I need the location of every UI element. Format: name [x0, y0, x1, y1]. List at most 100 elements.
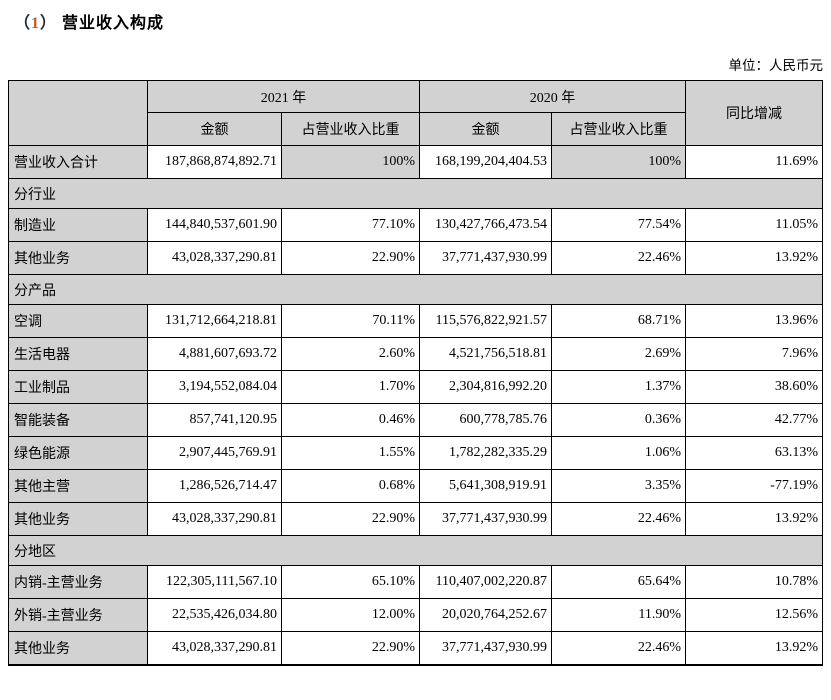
table-row: 工业制品 3,194,552,084.04 1.70% 2,304,816,992.2…: [8, 370, 823, 404]
header-row-metrics: 金额 占营业收入比重 金额 占营业收入比重: [9, 112, 823, 146]
amount-2020: 115,576,822,921.57: [419, 304, 552, 338]
table-row: 智能装备 857,741,120.95 0.46% 600,778,785.76 0.3…: [8, 403, 823, 437]
title-text: 营业收入构成: [62, 15, 165, 32]
amount-2020: 600,778,785.76: [419, 403, 552, 437]
amount-2021: 43,028,337,290.81: [147, 631, 282, 665]
share-2021: 70.11%: [281, 304, 420, 338]
table-row: 其他主营 1,286,526,714.47 0.68% 5,641,308,919.9…: [8, 469, 823, 503]
amount-2021: 43,028,337,290.81: [147, 502, 282, 536]
amount-2020: 5,641,308,919.91: [419, 469, 552, 503]
header-amount-2021: 金额: [147, 112, 282, 146]
row-label: 其他主营: [8, 469, 148, 503]
yoy-change: 13.92%: [685, 631, 823, 665]
table-row: 空调 131,712,664,218.81 70.11% 115,576,822,92…: [8, 304, 823, 338]
share-2020: 22.46%: [551, 241, 686, 275]
yoy-change: 38.60%: [685, 370, 823, 404]
yoy-change: 63.13%: [685, 436, 823, 470]
section-label: 分产品: [8, 274, 823, 305]
share-2021: 100%: [281, 145, 420, 179]
section-row: 分地区: [8, 535, 823, 566]
amount-2021: 144,840,537,601.90: [147, 208, 282, 242]
table-row: 其他业务 43,028,337,290.81 22.90% 37,771,437,93…: [8, 502, 823, 536]
amount-2021: 3,194,552,084.04: [147, 370, 282, 404]
row-label: 制造业: [8, 208, 148, 242]
share-2021: 1.70%: [281, 370, 420, 404]
share-2020: 22.46%: [551, 631, 686, 665]
share-2020: 68.71%: [551, 304, 686, 338]
table-row: 其他业务 43,028,337,290.81 22.90% 37,771,437,93…: [8, 631, 823, 665]
amount-2020: 2,304,816,992.20: [419, 370, 552, 404]
amount-2020: 110,407,002,220.87: [419, 565, 552, 599]
table-row: 外销-主营业务 22,535,426,034.80 12.00% 20,020,764…: [8, 598, 823, 632]
share-2021: 2.60%: [281, 337, 420, 371]
amount-2021: 2,907,445,769.91: [147, 436, 282, 470]
amount-2020: 20,020,764,252.67: [419, 598, 552, 632]
section-label: 分地区: [8, 535, 823, 566]
share-2021: 77.10%: [281, 208, 420, 242]
amount-2021: 131,712,664,218.81: [147, 304, 282, 338]
amount-2021: 43,028,337,290.81: [147, 241, 282, 275]
yoy-change: -77.19%: [685, 469, 823, 503]
row-label: 绿色能源: [8, 436, 148, 470]
table-row: 生活电器 4,881,607,693.72 2.60% 4,521,756,518.8…: [8, 337, 823, 371]
row-label: 工业制品: [8, 370, 148, 404]
yoy-change: 13.96%: [685, 304, 823, 338]
unit-label: 单位：人民币元: [728, 58, 824, 73]
yoy-change: 11.05%: [685, 208, 823, 242]
share-2020: 11.90%: [551, 598, 686, 632]
row-label: 智能装备: [8, 403, 148, 437]
table-row: 内销-主营业务 122,305,111,567.10 65.10% 110,407,0…: [8, 565, 823, 599]
section-row: 分行业: [8, 178, 823, 209]
amount-2021: 122,305,111,567.10: [147, 565, 282, 599]
header-year-2020: 2020 年: [419, 80, 686, 113]
header-year-2021: 2021 年: [147, 80, 420, 113]
share-2021: 0.46%: [281, 403, 420, 437]
table-row: 制造业 144,840,537,601.90 77.10% 130,427,766,4…: [8, 208, 823, 242]
title-number: 1: [31, 15, 41, 32]
share-2021: 22.90%: [281, 241, 420, 275]
row-label: 外销-主营业务: [8, 598, 148, 632]
amount-2021: 857,741,120.95: [147, 403, 282, 437]
table-row: 绿色能源 2,907,445,769.91 1.55% 1,782,282,335.2…: [8, 436, 823, 470]
share-2020: 77.54%: [551, 208, 686, 242]
share-2020: 0.36%: [551, 403, 686, 437]
amount-2021: 22,535,426,034.80: [147, 598, 282, 632]
table-header: 2021 年 2020 年 同比增减 金额 占营业收入比重 金额 占营业收入比重: [8, 80, 823, 146]
title-paren-open: （: [14, 15, 32, 32]
row-label: 空调: [8, 304, 148, 338]
header-amount-2020: 金额: [419, 112, 552, 146]
yoy-change: 13.92%: [685, 241, 823, 275]
header-row-years: 2021 年 2020 年 同比增减: [8, 80, 823, 146]
table-row: 营业收入合计 187,868,874,892.71 100% 168,199,204,…: [8, 145, 823, 179]
table-row: 其他业务 43,028,337,290.81 22.90% 37,771,437,93…: [8, 241, 823, 275]
title-paren-close: ）: [40, 15, 58, 32]
row-label: 营业收入合计: [8, 145, 148, 179]
share-2021: 22.90%: [281, 631, 420, 665]
header-yoy: 同比增减: [685, 80, 823, 146]
corner-cell: [8, 80, 148, 146]
yoy-change: 11.69%: [685, 145, 823, 179]
page-title: （1） 营业收入构成: [0, 0, 831, 33]
amount-2020: 1,782,282,335.29: [419, 436, 552, 470]
amount-2021: 1,286,526,714.47: [147, 469, 282, 503]
yoy-change: 42.77%: [685, 403, 823, 437]
yoy-change: 12.56%: [685, 598, 823, 632]
row-label: 其他业务: [8, 241, 148, 275]
amount-2020: 37,771,437,930.99: [419, 241, 552, 275]
row-label: 生活电器: [8, 337, 148, 371]
section-row: 分产品: [8, 274, 823, 305]
yoy-change: 13.92%: [685, 502, 823, 536]
share-2020: 1.06%: [551, 436, 686, 470]
amount-2020: 168,199,204,404.53: [419, 145, 552, 179]
amount-2020: 37,771,437,930.99: [419, 502, 552, 536]
amount-2021: 4,881,607,693.72: [147, 337, 282, 371]
share-2021: 65.10%: [281, 565, 420, 599]
share-2020: 22.46%: [551, 502, 686, 536]
yoy-change: 10.78%: [685, 565, 823, 599]
revenue-composition-table: 2021 年 2020 年 同比增减 金额 占营业收入比重 金额 占营业收入比重…: [8, 80, 823, 666]
share-2021: 22.90%: [281, 502, 420, 536]
share-2021: 12.00%: [281, 598, 420, 632]
amount-2021: 187,868,874,892.71: [147, 145, 282, 179]
yoy-change: 7.96%: [685, 337, 823, 371]
